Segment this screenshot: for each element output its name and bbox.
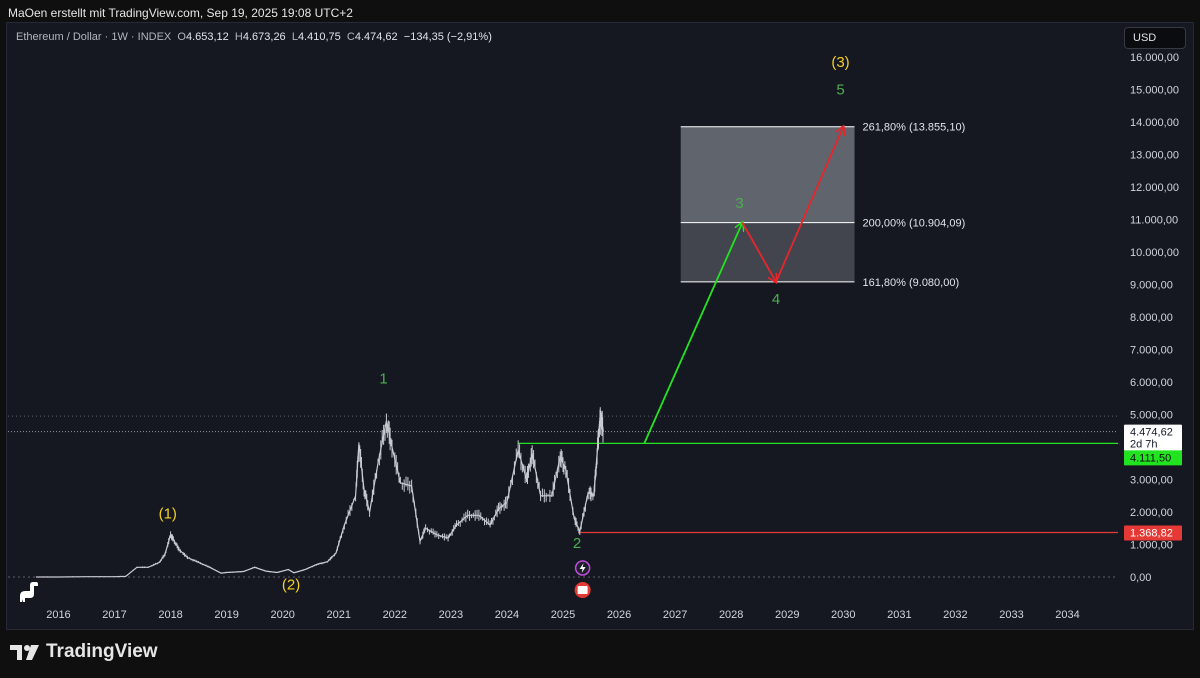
fib-level-label: 161,80% (9.080,00) <box>863 277 960 289</box>
chart-caption: MaOen erstellt mit TradingView.com, Sep … <box>8 6 353 20</box>
resistance-price-tag <box>1124 450 1182 466</box>
x-tick-label: 2025 <box>551 609 575 621</box>
y-tick-label: 6.000,00 <box>1130 377 1173 389</box>
x-tick-label: 2028 <box>719 609 743 621</box>
y-tick-label: 11.000,00 <box>1130 215 1178 227</box>
y-tick-label: 2.000,00 <box>1130 507 1173 519</box>
x-tick-label: 2030 <box>831 609 855 621</box>
fib-level-label: 261,80% (13.855,10) <box>863 122 966 134</box>
symbol-legend: Ethereum / Dollar · 1W · INDEX O4.653,12… <box>16 31 492 43</box>
x-tick-label: 2033 <box>999 609 1023 621</box>
support-price-value: 1.368,82 <box>1130 528 1173 540</box>
x-tick-label: 2024 <box>495 609 519 621</box>
currency-button[interactable]: USD <box>1124 27 1186 49</box>
x-tick-label: 2032 <box>943 609 967 621</box>
us-flag-stripe <box>577 586 588 594</box>
low-value: 4.410,75 <box>297 31 341 43</box>
x-tick-label: 2020 <box>270 609 294 621</box>
close-value: 4.474,62 <box>354 31 398 43</box>
close-label: C <box>346 31 355 43</box>
y-tick-label: 16.000,00 <box>1130 52 1179 64</box>
wave-label: 3 <box>735 195 743 212</box>
x-tick-label: 2026 <box>607 609 631 621</box>
last-price-tag <box>1124 424 1182 451</box>
open-label: O <box>177 31 186 43</box>
x-tick-label: 2021 <box>327 609 351 621</box>
fib-level-label: 200,00% (10.904,09) <box>863 218 966 230</box>
support-price-tag <box>1124 525 1182 541</box>
y-tick-label: 0,00 <box>1130 572 1151 584</box>
y-tick-label: 1.000,00 <box>1130 540 1173 552</box>
wave-arrow-red <box>775 127 843 283</box>
x-tick-label: 2034 <box>1055 609 1079 621</box>
x-tick-label: 2027 <box>663 609 687 621</box>
y-tick-label: 14.000,00 <box>1130 117 1179 129</box>
y-tick-label: 10.000,00 <box>1130 247 1179 259</box>
wave-label: 1 <box>379 371 387 388</box>
brand-name: TradingView <box>46 641 158 662</box>
chart-panel[interactable] <box>6 22 1194 630</box>
x-tick-label: 2018 <box>158 609 182 621</box>
bar-countdown: 2d 7h <box>1130 439 1158 451</box>
y-tick-label: 13.000,00 <box>1130 150 1179 162</box>
high-label: H <box>234 31 243 43</box>
open-value: 4.653,12 <box>185 31 229 43</box>
resistance-price-value: 4.111,50 <box>1130 452 1171 464</box>
low-label: L <box>291 31 298 43</box>
wave-arrow-red <box>741 222 776 282</box>
fib-zone-lower <box>680 222 855 282</box>
x-tick-label: 2029 <box>775 609 799 621</box>
y-tick-label: 3.000,00 <box>1130 475 1173 487</box>
wave-label: (2) <box>282 576 300 593</box>
x-tick-label: 2019 <box>214 609 238 621</box>
y-tick-label: 8.000,00 <box>1130 312 1173 324</box>
x-tick-label: 2016 <box>46 609 70 621</box>
tradingview-logo[interactable]: TradingView <box>10 640 158 664</box>
x-tick-label: 2022 <box>383 609 407 621</box>
y-tick-label: 9.000,00 <box>1130 280 1173 292</box>
wave-label: 2 <box>573 535 581 552</box>
change-value: −134,35 (−2,91%) <box>403 31 492 43</box>
fib-zone-upper <box>680 126 855 223</box>
wave-label: (3) <box>831 54 849 71</box>
lightning-glyph <box>579 563 586 573</box>
dinosaur-icon <box>20 582 38 602</box>
y-tick-label: 7.000,00 <box>1130 345 1173 357</box>
wave-label: 4 <box>772 291 780 308</box>
high-value: 4.673,26 <box>242 31 286 43</box>
last-price-value: 4.474,62 <box>1130 427 1173 439</box>
x-tick-label: 2023 <box>439 609 463 621</box>
symbol-name: Ethereum / Dollar · 1W · INDEX <box>16 31 172 43</box>
x-tick-label: 2031 <box>887 609 911 621</box>
y-tick-label: 15.000,00 <box>1130 85 1179 97</box>
y-tick-label: 12.000,00 <box>1130 182 1179 194</box>
wave-label: 5 <box>836 81 844 98</box>
tradingview-logo-icon <box>10 645 39 660</box>
wave-arrow-green <box>643 223 742 444</box>
x-tick-label: 2017 <box>102 609 126 621</box>
wave-label: (1) <box>159 506 177 523</box>
y-tick-label: 5.000,00 <box>1130 410 1173 422</box>
